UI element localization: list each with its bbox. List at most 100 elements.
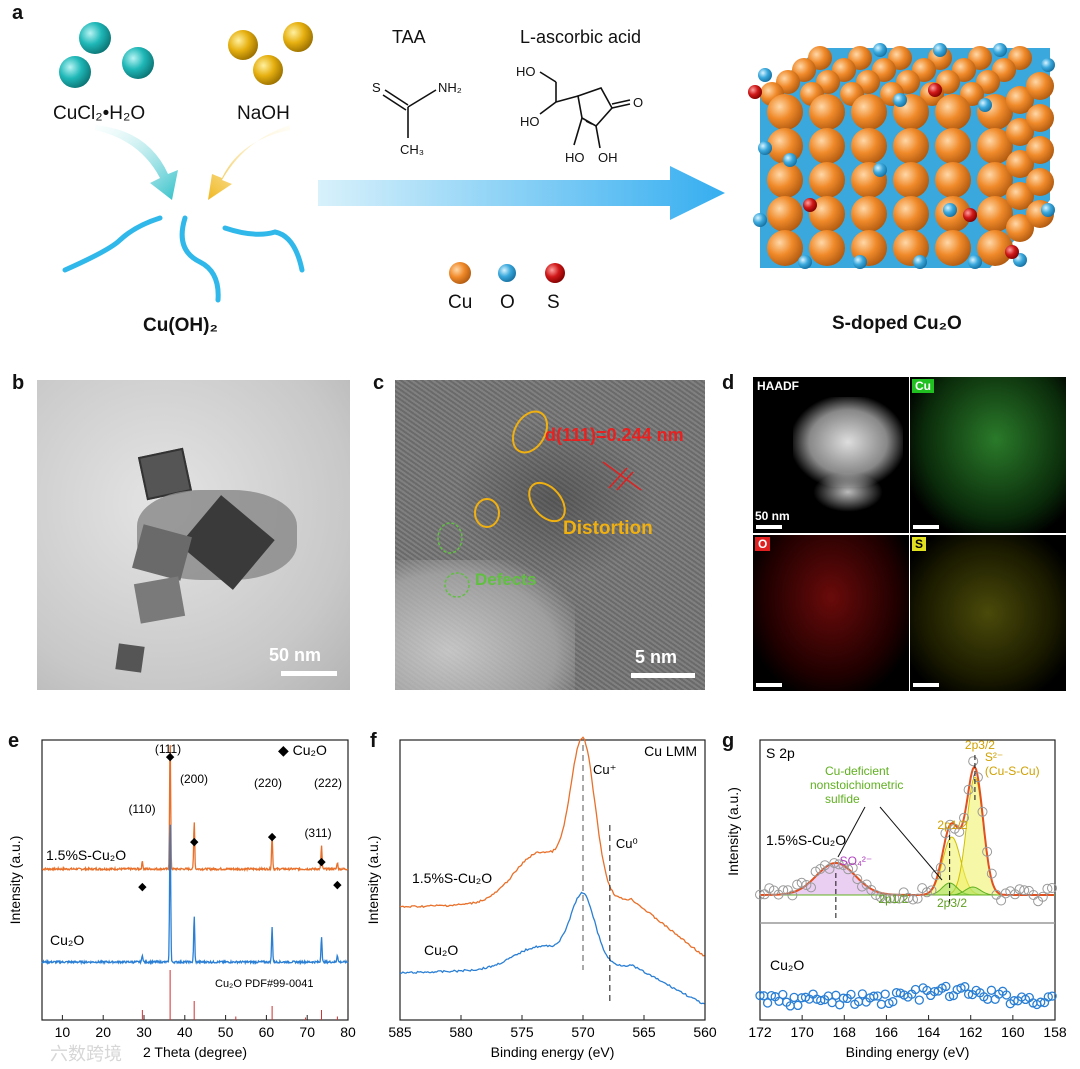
data-point [796,877,807,888]
data-point [755,889,765,900]
data-point [931,870,942,881]
hrtem-image-c: d(111)=0.244 nm Distortion Defects 5 nm [395,380,705,690]
o-atom [993,43,1007,57]
reagent-naoh: NaOH [237,103,290,124]
legend-s-sphere [545,263,565,283]
data-point [778,885,789,896]
watermark: 六数跨境 [50,1044,122,1064]
cudef-label: nonstoichiometric [810,778,903,792]
o-atom [978,98,992,112]
data-point [1037,891,1048,902]
lmm-series-line [399,891,705,1005]
legend-o: O [500,292,515,313]
x-tick-label: 166 [875,1024,899,1040]
cu-atom [767,162,803,198]
cu-atom [851,128,887,164]
s-atom [803,198,817,212]
cu-atom [935,94,971,130]
peak-label: (222) [314,776,342,790]
peak-label: (111) [155,742,181,756]
data-point-cu2o [838,993,849,1003]
cu-atom [1006,182,1034,210]
scale-label-b: 50 nm [269,645,322,665]
data-point-cu2o [876,999,887,1009]
cu-atom [977,162,1013,198]
data-point-cu2o [963,989,974,999]
data-point [982,846,993,857]
pointer [837,806,866,858]
x-tick-label: 10 [55,1024,71,1040]
cu-atom [767,94,803,130]
cu-atom [1006,86,1034,114]
o-map-label: O [755,537,771,551]
cuscu-label: (Cu-S-Cu) [985,764,1040,778]
cu-atom [809,230,845,266]
data-point-cu2o [846,989,856,1000]
data-point [870,890,881,900]
data-point-cu2o [778,989,788,1000]
data-point [908,894,918,905]
reaction-arrow [318,166,725,220]
legend-cu: Cu [448,292,473,313]
vline-label: Cu⁺ [593,762,616,777]
p12-label: 2p1/2 [937,818,967,832]
series-label: Cu₂O [424,942,458,958]
data-point-cu2o [929,986,940,997]
o-atom [753,213,767,227]
cu-atom [893,128,929,164]
legend: ◆ Cu₂O [278,742,327,758]
data-point [972,772,983,783]
peak-label: (311) [304,826,331,840]
series-label: Cu₂O [770,957,804,973]
asc-oh: OH [598,150,618,165]
x-axis-label: 2 Theta (degree) [143,1044,247,1060]
scale-bar-b [281,671,337,676]
peak-marker: ◆ [166,751,175,763]
scale-bar-c [631,673,695,678]
x-tick-label: 164 [917,1024,941,1040]
x-tick-label: 565 [632,1024,656,1040]
s2p-chart: 172 170 168 166 164 162 160 158 Binding energy (… [725,738,1067,1060]
data-point-cu2o [1047,991,1057,1001]
taa-ch3: CH₃ [400,142,425,157]
series-label: 1.5%S-Cu₂O [766,832,846,848]
panel-a-graphic [59,22,1055,303]
distortion-ellipse [474,498,500,528]
distortion-label: Distortion [563,518,653,539]
scale-label-c: 5 nm [635,647,678,667]
peak-marker: ◆ [317,856,326,868]
xrd-series-line [41,745,349,873]
data-point-cu2o [793,1000,803,1011]
data-point [1047,883,1057,893]
series-label: 1.5%S-Cu₂O [412,870,492,886]
lattice-mark [602,461,642,491]
s2-label: S²⁻ [985,750,1003,764]
cu-atom [1026,104,1054,132]
ascorbic-label: L-ascorbic acid [520,27,642,47]
data-point [764,883,775,894]
data-point-cu2o [960,982,970,992]
taa-s: S [372,80,381,95]
panel-label-f: f [370,730,377,752]
distortion-ellipse [511,410,549,454]
taa-label: TAA [392,27,426,47]
taa-nh2: NH₂ [438,80,462,95]
data-point-cu2o [880,989,890,999]
data-point-cu2o [857,989,868,999]
so4-label: SO₄²⁻ [840,854,873,868]
data-point [787,890,798,901]
naoh-sphere [253,55,283,85]
cu-atom [1026,168,1054,196]
scale-label-d: 50 nm [755,509,790,523]
data-point-cu2o [986,985,997,995]
x-tick-label: 158 [1043,1024,1067,1040]
chart-title: S 2p [766,745,795,761]
panel-label-b: b [12,372,25,394]
cu-atom [809,128,845,164]
data-point [833,859,844,870]
data-point [847,862,858,873]
cu-atom [1006,150,1034,178]
ascorbic-structure [539,71,631,149]
cucl2-sphere [79,22,111,54]
data-point [935,862,946,873]
